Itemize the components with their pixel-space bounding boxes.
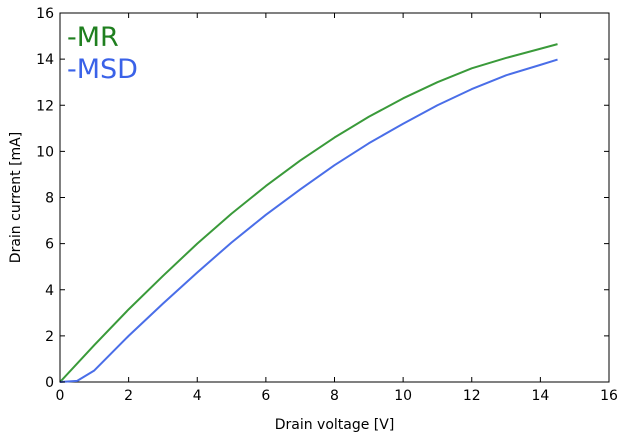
legend-entry-mr: -MR <box>67 22 119 53</box>
y-axis-label: Drain current [mA] <box>8 132 24 263</box>
plot-frame <box>59 12 610 383</box>
y-tick-label: 2 <box>45 329 54 345</box>
x-tick-label: 0 <box>56 388 65 404</box>
series-line-mr <box>59 43 558 383</box>
y-tick-label: 8 <box>45 191 54 207</box>
x-tick-label: 14 <box>531 388 549 404</box>
x-tick-label: 16 <box>600 388 618 404</box>
y-tick-label: 0 <box>45 375 54 391</box>
x-tick-label: 10 <box>394 388 412 404</box>
x-tick-label: 6 <box>261 388 270 404</box>
x-tick-label: 4 <box>193 388 202 404</box>
series-line-msd <box>59 58 558 383</box>
y-tick-label: 16 <box>36 6 54 22</box>
x-axis-label: Drain voltage [V] <box>275 417 395 433</box>
legend-entry-msd: -MSD <box>67 54 138 85</box>
x-tick-label: 2 <box>124 388 133 404</box>
y-tick-label: 4 <box>45 283 54 299</box>
y-tick-label: 6 <box>45 237 54 253</box>
y-tick-label: 10 <box>36 144 54 160</box>
y-tick-label: 14 <box>36 52 54 68</box>
y-tick-label: 12 <box>36 98 54 114</box>
x-tick-label: 12 <box>463 388 481 404</box>
x-tick-label: 8 <box>330 388 339 404</box>
